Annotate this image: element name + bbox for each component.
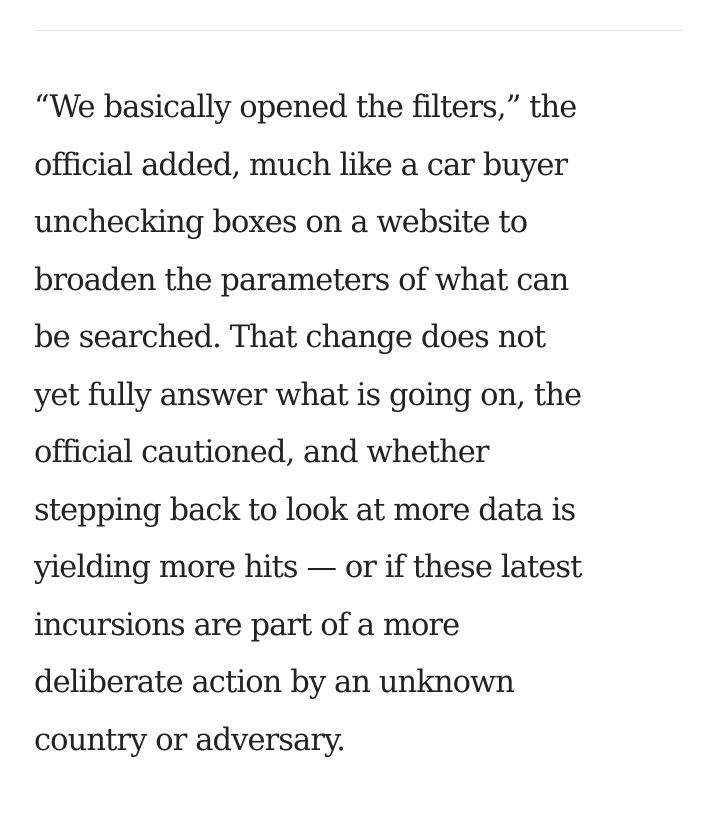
- article-paragraph: “We basically opened the filters,” the o…: [34, 79, 684, 769]
- paragraph-line: broaden the parameters of what can: [34, 262, 569, 298]
- paragraph-line: unchecking boxes on a website to: [34, 205, 528, 240]
- paragraph-line: official cautioned, and whether: [34, 435, 489, 470]
- paragraph-line: incursions are part of a more: [34, 607, 460, 643]
- paragraph-line: country or adversary.: [34, 722, 346, 758]
- paragraph-line: yielding more hits — or if these latest: [34, 550, 582, 585]
- paragraph-line: yet fully answer what is going on, the: [34, 377, 582, 413]
- paragraph-line: official added, much like a car buyer: [34, 147, 568, 183]
- paragraph-line: stepping back to look at more data is: [34, 492, 576, 528]
- section-divider: [34, 30, 682, 31]
- paragraph-line: be searched. That change does not: [34, 320, 546, 355]
- paragraph-line: deliberate action by an unknown: [34, 665, 515, 700]
- paragraph-line: “We basically opened the filters,” the: [34, 90, 577, 125]
